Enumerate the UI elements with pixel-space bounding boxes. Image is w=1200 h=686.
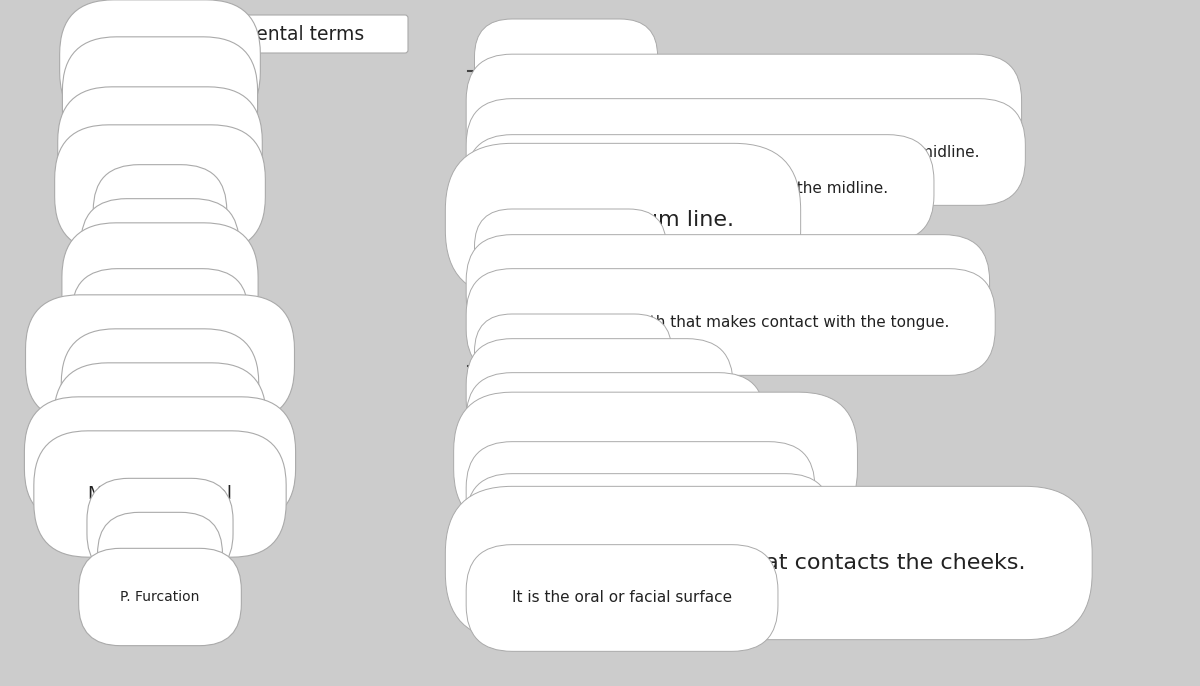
Text: H. Occlusal: H. Occlusal bbox=[118, 314, 203, 329]
Text: Towards the crown: Towards the crown bbox=[512, 246, 629, 259]
Text: Tooth surface that moves away from the midline.: Tooth surface that moves away from the m… bbox=[512, 180, 888, 196]
Text: B.   Distal: B. Distal bbox=[116, 91, 204, 109]
Text: G.   Facial: G. Facial bbox=[116, 277, 204, 295]
Text: Surface of the tooth that contacts the cheeks.: Surface of the tooth that contacts the c… bbox=[512, 553, 1026, 573]
Text: Surface of the tooth that makes contact with the tongue.: Surface of the tooth that makes contact … bbox=[512, 314, 949, 329]
Text: Below the gum line.: Below the gum line. bbox=[512, 210, 734, 230]
FancyBboxPatch shape bbox=[112, 15, 408, 53]
Text: P. Furcation: P. Furcation bbox=[120, 590, 199, 604]
Text: It is the oral or facial surface: It is the oral or facial surface bbox=[512, 591, 732, 606]
Text: D.   Lingual: D. Lingual bbox=[109, 179, 211, 197]
Text: L.    Supragingival: L. Supragingival bbox=[78, 451, 241, 469]
Text: F. Buccal: F. Buccal bbox=[127, 244, 193, 259]
Text: M.   Subgingival: M. Subgingival bbox=[88, 485, 232, 503]
Text: Surface that contacts the lips: Surface that contacts the lips bbox=[512, 451, 799, 469]
Text: A.   Mesial: A. Mesial bbox=[114, 54, 206, 72]
Text: C.   Palatal: C. Palatal bbox=[112, 141, 208, 159]
Text: Space between tooth roots: Space between tooth roots bbox=[512, 418, 719, 434]
Text: Surface of the tooth that makes contact with the palate.: Surface of the tooth that makes contact … bbox=[512, 281, 943, 296]
Text: I.     Interproximal: I. Interproximal bbox=[79, 349, 240, 367]
Text: Surface between teeth: Surface between teeth bbox=[512, 384, 688, 399]
Text: Union between enamel and cement: Union between enamel and cement bbox=[512, 519, 786, 534]
Text: Above the gum line: Above the gum line bbox=[512, 351, 635, 364]
Text: K.   Coronal: K. Coronal bbox=[108, 417, 212, 435]
Text: 2) Match dental terms: 2) Match dental terms bbox=[156, 25, 364, 43]
Text: Union of the gingival and mucosa: Union of the gingival and mucosa bbox=[512, 488, 769, 503]
Text: O. CEJ: O. CEJ bbox=[139, 554, 181, 568]
Text: Surface of the tooth that goes in the direction of the midline.: Surface of the tooth that goes in the di… bbox=[512, 145, 979, 160]
Text: N. M.G.L.: N. M.G.L. bbox=[128, 520, 191, 534]
Text: Surface of the tooth that meets the other surface of another
opposing tooth.: Surface of the tooth that meets the othe… bbox=[512, 100, 976, 134]
Text: E. Lip: E. Lip bbox=[139, 211, 181, 226]
Text: Towards the root.: Towards the root. bbox=[512, 56, 620, 69]
Text: J.    Apical: J. Apical bbox=[115, 383, 204, 401]
